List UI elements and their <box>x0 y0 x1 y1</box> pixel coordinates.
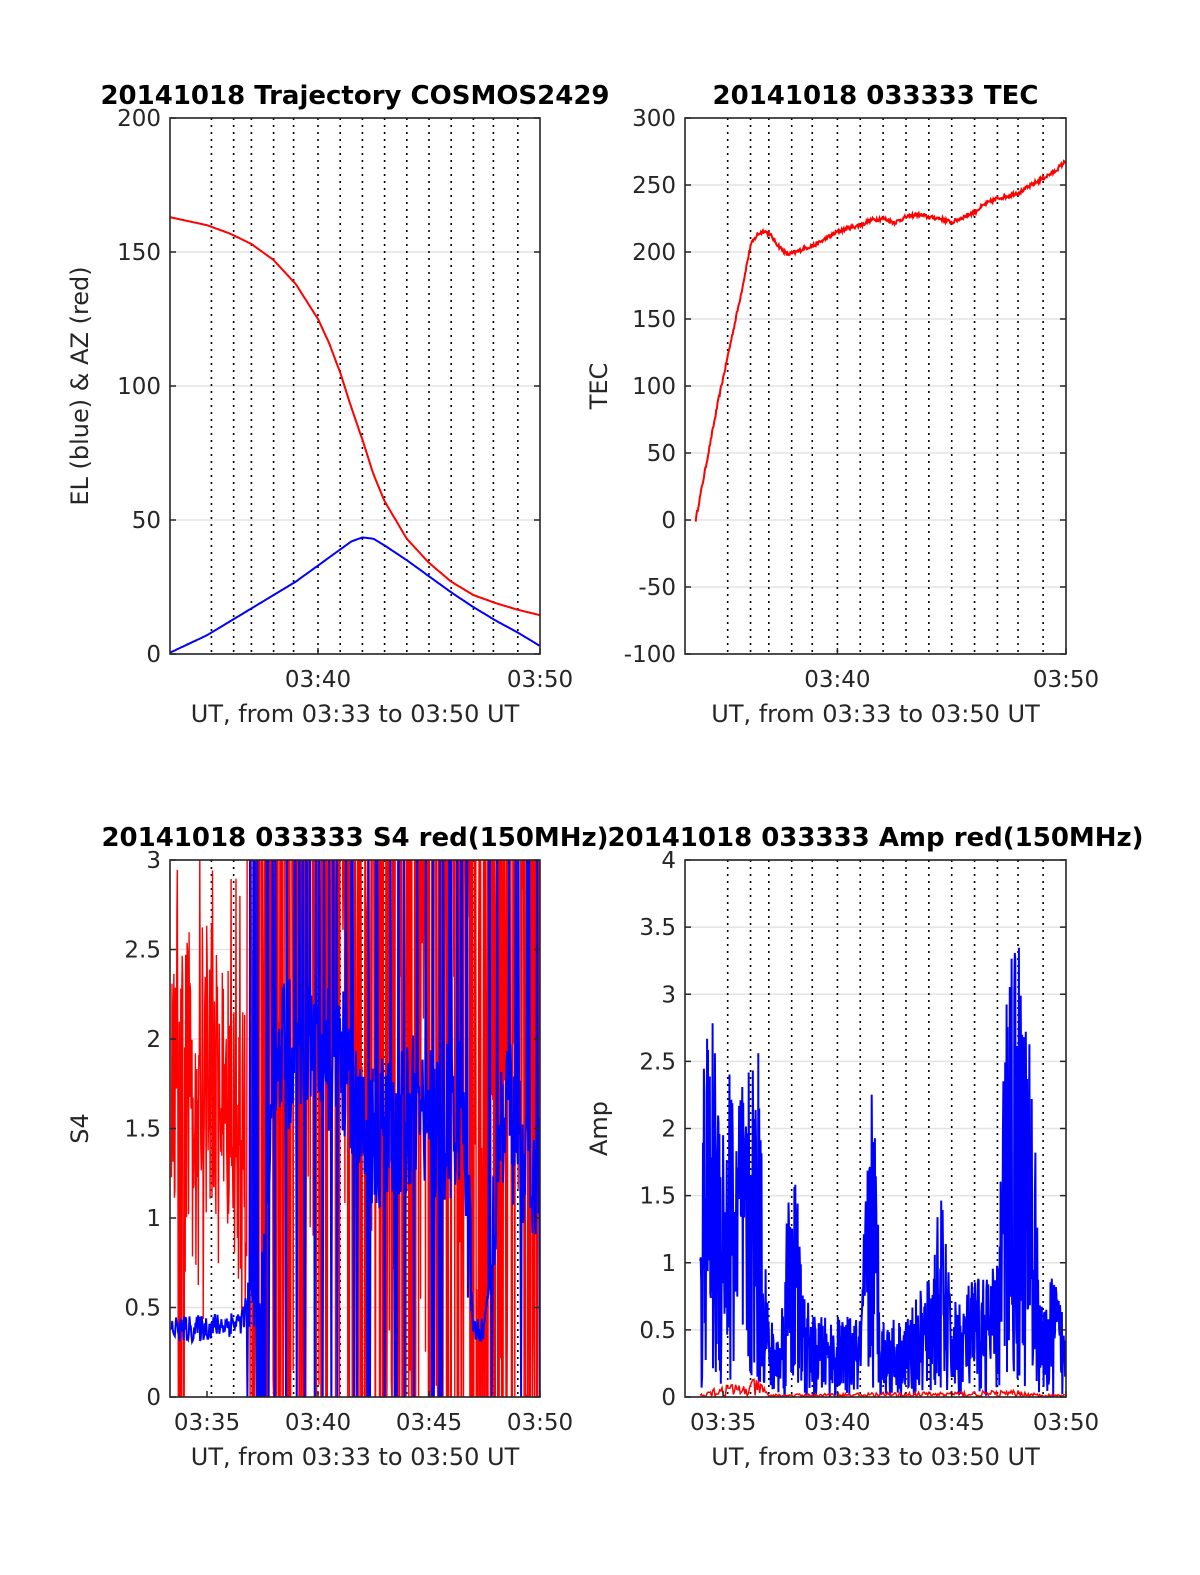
y-tick-label: 50 <box>647 441 676 467</box>
y-tick-label: 250 <box>632 173 676 199</box>
chart-title: 20141018 033333 Amp red(150MHz) <box>607 823 1143 853</box>
y-axis-label: Amp <box>585 1101 613 1156</box>
series-line <box>694 159 1066 522</box>
series-line <box>170 216 540 616</box>
panel-2: -100 -50 0 50 100 150 200 250 300 03:40 03:50 20141… <box>585 81 1099 728</box>
x-tick-label: 03:50 <box>1033 667 1099 693</box>
y-tick-label: 0 <box>146 642 161 668</box>
y-tick-label: 0 <box>661 508 676 534</box>
plot-area <box>170 860 540 1397</box>
y-tick-label: 1 <box>661 1251 676 1277</box>
y-tick-label: -100 <box>624 642 676 668</box>
x-axis-label: UT, from 03:33 to 03:50 UT <box>191 1443 520 1471</box>
y-tick-label: 150 <box>117 240 161 266</box>
x-tick-label: 03:50 <box>1033 1410 1099 1436</box>
y-tick-label: 0 <box>146 1385 161 1411</box>
y-tick-label: 4 <box>661 848 676 874</box>
y-tick-label: 2 <box>146 1027 161 1053</box>
plot-area <box>170 216 540 654</box>
panel-1: 0 50 100 150 200 03:40 03:50 20141018 Trajector… <box>66 81 610 728</box>
x-tick-label: 03:35 <box>174 1410 240 1436</box>
x-axis-label: UT, from 03:33 to 03:50 UT <box>711 1443 1040 1471</box>
y-tick-label: 200 <box>117 106 161 132</box>
panel-4: 0 0.5 1 1.5 2 2.5 3 3.5 4 03:35 03:40 03:45 03:50 201… <box>585 823 1144 1471</box>
y-tick-label: 200 <box>632 240 676 266</box>
y-tick-label: 150 <box>632 307 676 333</box>
y-tick-label: 3 <box>661 982 676 1008</box>
plot-area <box>694 159 1066 522</box>
y-tick-label: 3.5 <box>639 915 676 941</box>
y-axis-label: EL (blue) & AZ (red) <box>66 266 94 505</box>
y-tick-label: 100 <box>632 374 676 400</box>
y-axis-label: TEC <box>585 363 613 411</box>
x-tick-label: 03:50 <box>507 667 573 693</box>
x-tick-label: 03:40 <box>804 667 870 693</box>
y-tick-label: 3 <box>146 848 161 874</box>
x-tick-label: 03:45 <box>919 1410 985 1436</box>
series-line <box>170 860 540 1397</box>
series-line <box>699 1378 1066 1397</box>
chart-title: 20141018 033333 TEC <box>713 81 1039 111</box>
y-tick-label: 1.5 <box>639 1184 676 1210</box>
chart-title: 20141018 033333 S4 red(150MHz) <box>101 823 608 853</box>
y-tick-label: 0 <box>661 1385 676 1411</box>
y-tick-label: 0.5 <box>639 1318 676 1344</box>
x-tick-label: 03:45 <box>396 1410 462 1436</box>
series-line <box>170 860 540 1397</box>
y-tick-label: 2.5 <box>124 938 161 964</box>
x-axis-label: UT, from 03:33 to 03:50 UT <box>711 700 1040 728</box>
x-axis-label: UT, from 03:33 to 03:50 UT <box>191 700 520 728</box>
y-tick-label: -50 <box>638 575 676 601</box>
y-tick-label: 0.5 <box>124 1296 161 1322</box>
series-line <box>170 536 540 654</box>
series-line <box>699 947 1066 1397</box>
x-tick-label: 03:50 <box>507 1410 573 1436</box>
y-tick-label: 1.5 <box>124 1117 161 1143</box>
y-axis-label: S4 <box>66 1113 94 1144</box>
x-tick-label: 03:40 <box>285 1410 351 1436</box>
x-tick-label: 03:35 <box>690 1410 756 1436</box>
y-tick-label: 2.5 <box>639 1049 676 1075</box>
y-tick-label: 300 <box>632 106 676 132</box>
panel-3: 0 0.5 1 1.5 2 2.5 3 03:35 03:40 03:45 03:50 2014101… <box>66 823 609 1471</box>
y-tick-label: 1 <box>146 1206 161 1232</box>
y-tick-label: 50 <box>132 508 161 534</box>
y-tick-label: 2 <box>661 1117 676 1143</box>
x-tick-label: 03:40 <box>804 1410 870 1436</box>
plot-area <box>699 947 1066 1397</box>
y-tick-label: 100 <box>117 374 161 400</box>
chart-title: 20141018 Trajectory COSMOS2429 <box>100 81 609 111</box>
x-tick-label: 03:40 <box>285 667 351 693</box>
